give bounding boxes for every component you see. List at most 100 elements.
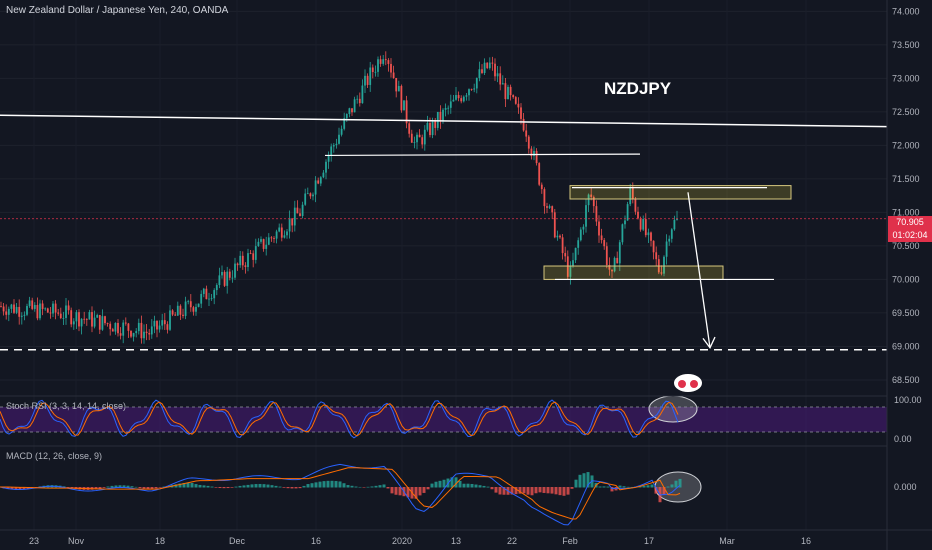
macd-histogram-bar	[398, 487, 402, 496]
candle-body	[213, 290, 216, 299]
candle-body	[514, 97, 517, 104]
candle-body	[465, 95, 468, 97]
macd-histogram-bar	[610, 487, 614, 492]
candle-body	[304, 193, 307, 205]
candle-body	[644, 219, 647, 236]
macd-histogram-bar	[214, 487, 218, 488]
macd-histogram-bar	[182, 482, 186, 488]
support-line	[324, 153, 641, 157]
candle-body	[325, 161, 327, 173]
price-tick-label: 73.000	[892, 73, 920, 83]
macd-histogram-bar	[510, 487, 514, 495]
candle-body	[210, 298, 213, 300]
candle-body	[130, 330, 132, 337]
candle-body	[309, 193, 312, 197]
candle-body	[278, 227, 281, 232]
candle-body	[351, 108, 353, 113]
macd-histogram-bar	[666, 486, 670, 488]
macd-histogram-bar	[134, 486, 138, 488]
candle-body	[122, 322, 125, 336]
candle-body	[486, 62, 489, 69]
candle-body	[10, 304, 13, 309]
macd-histogram-bar	[554, 487, 558, 495]
candle-body	[603, 240, 606, 247]
price-tick-label: 68.500	[892, 375, 920, 385]
candle-body	[62, 317, 65, 319]
macd-histogram-bar	[298, 487, 302, 489]
candle-body	[67, 305, 70, 311]
candle-body	[512, 95, 515, 98]
macd-histogram-bar	[590, 475, 594, 488]
macd-histogram-bar	[650, 484, 654, 488]
macd-histogram-bar	[102, 487, 106, 488]
candle-body	[33, 304, 36, 309]
macd-histogram-bar	[310, 483, 314, 488]
candle-body	[228, 271, 231, 278]
macd-histogram-bar	[414, 487, 418, 499]
macd-histogram-bar	[106, 486, 110, 488]
candle-body	[444, 108, 447, 110]
candle-body	[205, 288, 208, 300]
macd-histogram-bar	[570, 487, 574, 489]
lower-range-box	[543, 265, 724, 280]
candle-body	[592, 196, 595, 207]
candle-body	[621, 224, 624, 243]
macd-histogram-bar	[430, 483, 434, 488]
macd-histogram-bar	[210, 486, 214, 488]
time-tick-label: 16	[311, 536, 321, 546]
candle-body	[106, 323, 109, 324]
candle-body	[41, 303, 44, 310]
candle-body	[26, 306, 28, 315]
macd-histogram-bar	[278, 486, 282, 488]
candle-body	[124, 322, 127, 324]
candle-body	[665, 241, 668, 257]
macd-histogram-bar	[458, 480, 462, 488]
price-tick-label: 72.500	[892, 107, 920, 117]
candle-body	[369, 67, 372, 85]
macd-histogram-bar	[246, 484, 250, 488]
macd-histogram-bar	[10, 487, 14, 490]
macd-histogram-bar	[670, 484, 674, 488]
stoch-d-line	[0, 401, 679, 437]
candle-body	[265, 244, 268, 249]
candle-body	[650, 232, 652, 241]
candle-body	[143, 331, 145, 339]
candle-body	[668, 238, 671, 242]
macd-histogram-bar	[466, 483, 470, 488]
annotations	[0, 114, 888, 503]
candle-body	[221, 271, 223, 276]
candle-body	[18, 306, 21, 317]
candle-body	[327, 155, 330, 162]
macd-histogram-bar	[530, 487, 534, 496]
candle-body	[634, 198, 637, 212]
macd-histogram-bar	[206, 485, 210, 488]
candle-body	[109, 323, 112, 330]
candle-body	[421, 137, 424, 145]
macd-histogram-bar	[654, 487, 658, 494]
candle-body	[215, 285, 218, 291]
candle-body	[330, 146, 333, 156]
candle-body	[158, 325, 161, 330]
candle-body	[189, 301, 192, 308]
macd-histogram-bar	[662, 487, 666, 495]
macd-histogram-bar	[370, 486, 374, 488]
candle-body	[611, 269, 613, 272]
macd-histogram-bar	[158, 487, 162, 488]
macd-histogram-bar	[362, 487, 366, 488]
author-logo-icon	[690, 380, 698, 388]
candle-body	[317, 180, 320, 184]
macd-histogram-bar	[518, 487, 522, 494]
macd-histogram-bar	[526, 487, 530, 495]
grid	[0, 10, 887, 381]
candle-body	[629, 187, 632, 205]
candle-body	[457, 95, 460, 99]
candle-body	[405, 100, 408, 124]
candle-body	[119, 333, 122, 336]
candle-body	[28, 300, 31, 307]
macd-histogram-bar	[598, 486, 602, 488]
macd-histogram-bar	[342, 483, 346, 488]
macd-histogram-bar	[450, 477, 454, 488]
price-tick-label: 70.000	[892, 274, 920, 284]
candle-body	[553, 212, 556, 238]
